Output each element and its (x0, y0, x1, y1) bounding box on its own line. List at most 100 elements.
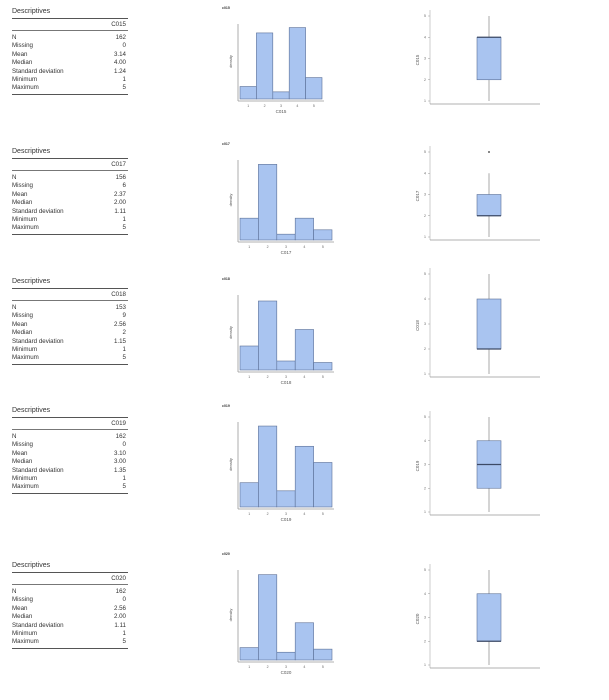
y-axis-label: density (228, 458, 233, 471)
table-row: Maximum 5 (12, 224, 128, 232)
table-row: Minimum 1 (12, 345, 128, 353)
table-row: Missing 0 (12, 596, 128, 604)
row-label: Mean (12, 604, 28, 612)
histogram-bar (276, 651, 296, 661)
row-value: 1.11 (114, 207, 126, 215)
row-label: Maximum (12, 224, 39, 232)
column-header: C017 (99, 158, 128, 171)
table-row: Missing 6 (12, 182, 128, 190)
column-header: C019 (99, 417, 128, 430)
svg-text:5: 5 (424, 415, 426, 419)
row-label: Maximum (12, 638, 39, 646)
svg-text:1: 1 (424, 99, 426, 103)
y-axis-label: density (228, 194, 233, 207)
histogram-bar (256, 32, 274, 100)
row-label: Minimum (12, 629, 38, 637)
table-row: Standard deviation 1.35 (12, 466, 128, 474)
histogram: c015 1 2 3 4 5 C015 density (222, 6, 324, 114)
row-value: 5 (122, 483, 126, 491)
descriptives-title: Descriptives (12, 148, 51, 155)
table-row: Mean 2.56 (12, 604, 128, 612)
histogram-bar (272, 91, 290, 100)
table-row: Median 2.00 (12, 198, 128, 206)
histogram-bar (276, 360, 296, 371)
row-value: 153 (115, 304, 126, 311)
y-axis-label: C018 (415, 320, 420, 331)
row-label: Minimum (12, 215, 38, 223)
table-row: Maximum 5 (12, 354, 128, 362)
table-row: N 156 (12, 171, 128, 182)
histogram: c017 1 2 3 4 5 C017 density (222, 142, 334, 255)
row-value: 2.37 (113, 190, 126, 198)
row-value: 1.15 (113, 337, 126, 345)
svg-text:3: 3 (424, 193, 426, 197)
svg-text:2: 2 (267, 375, 269, 379)
svg-text:5: 5 (322, 512, 324, 516)
svg-text:1: 1 (424, 372, 426, 376)
table-row: Minimum 1 (12, 215, 128, 223)
histogram-bar (258, 574, 278, 661)
row-label: Median (12, 59, 33, 67)
table-row: Missing 9 (12, 312, 128, 320)
svg-text:3: 3 (424, 616, 426, 620)
histogram-bar (313, 462, 333, 508)
row-label: Missing (12, 182, 33, 190)
histogram: c018 1 2 3 4 5 C018 density (222, 277, 334, 385)
row-label: Missing (12, 312, 33, 320)
svg-text:4: 4 (424, 439, 426, 443)
row-label: Missing (12, 596, 33, 604)
row-label: Mean (12, 320, 28, 328)
table-row: Mean 3.14 (12, 50, 128, 58)
row-label: Median (12, 458, 33, 466)
row-value: 5 (122, 354, 126, 362)
table-row: Minimum 1 (12, 474, 128, 482)
column-header: C018 (99, 288, 128, 301)
table-row: Minimum 1 (12, 75, 128, 83)
box (476, 593, 502, 642)
svg-text:1: 1 (424, 235, 426, 239)
y-axis-label: C017 (415, 190, 420, 201)
histogram-bar (294, 622, 314, 661)
row-value: 5 (122, 224, 126, 232)
svg-text:1: 1 (247, 104, 249, 108)
histogram-title: c017 (222, 142, 230, 146)
table-row: N 162 (12, 585, 128, 596)
row-value: 162 (115, 433, 126, 440)
row-value: 0 (122, 441, 126, 449)
descriptives-table: Descriptives C017 N 156 Missing 6 Mean 2.37 Me… (12, 148, 128, 235)
svg-text:2: 2 (267, 665, 269, 669)
table-row: Standard deviation 1.11 (12, 621, 128, 629)
svg-text:1: 1 (248, 512, 250, 516)
row-label: Maximum (12, 84, 39, 92)
svg-text:4: 4 (303, 375, 305, 379)
row-value: 6 (122, 182, 126, 190)
row-value: 0 (122, 596, 126, 604)
svg-text:2: 2 (264, 104, 266, 108)
histogram-bar (276, 490, 296, 508)
svg-text:2: 2 (424, 78, 426, 82)
svg-text:2: 2 (267, 245, 269, 249)
table-row: Maximum 5 (12, 483, 128, 491)
boxplot: 1 2 3 4 5 C020 (415, 564, 540, 669)
svg-text:2: 2 (424, 347, 426, 351)
svg-text:3: 3 (424, 57, 426, 61)
row-value: 2.00 (113, 613, 126, 621)
boxplot: 1 2 3 4 5 C019 (415, 411, 540, 516)
table-row: Standard deviation 1.11 (12, 207, 128, 215)
histogram-bar (239, 647, 259, 661)
row-label: N (12, 588, 17, 595)
descriptives-grid: C017 N 156 Missing 6 Mean 2.37 Median 2.00 Stand… (12, 158, 128, 235)
y-axis-label: density (228, 55, 233, 68)
svg-text:3: 3 (424, 322, 426, 326)
row-value: 1 (122, 629, 126, 637)
boxplot: 1 2 3 4 5 C017 (415, 146, 540, 241)
row-value: 0 (122, 42, 126, 50)
row-label: N (12, 304, 17, 311)
descriptives-table: Descriptives C015 N 162 Missing 0 Mean 3.14 Me… (12, 8, 128, 95)
table-row: Mean 2.37 (12, 190, 128, 198)
row-value: 4.00 (113, 59, 126, 67)
row-value: 9 (122, 312, 126, 320)
histogram-bar (313, 648, 333, 661)
descriptives-title: Descriptives (12, 407, 51, 414)
histogram-bar (239, 217, 259, 241)
